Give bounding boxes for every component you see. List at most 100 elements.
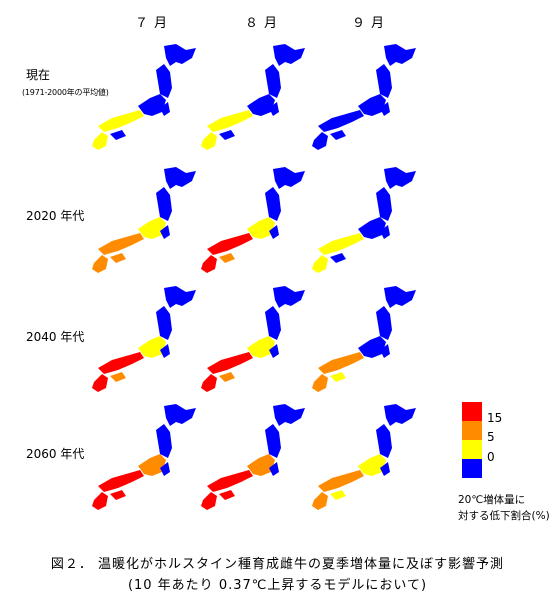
region-tohoku bbox=[265, 187, 281, 221]
column-header-august: ８月 bbox=[245, 16, 284, 31]
map-current-august bbox=[201, 44, 305, 150]
region-hokkaido bbox=[384, 404, 416, 426]
region-tohoku bbox=[376, 187, 392, 221]
region-tohoku bbox=[265, 306, 281, 340]
map-2040s-july bbox=[92, 286, 196, 392]
region-western-honshu bbox=[207, 233, 253, 255]
region-kanto bbox=[160, 102, 170, 116]
region-hokkaido bbox=[384, 44, 416, 66]
region-central-honshu bbox=[358, 336, 386, 358]
region-western-honshu bbox=[318, 352, 364, 374]
region-kyushu bbox=[312, 255, 328, 273]
region-tohoku bbox=[265, 64, 281, 98]
row-label-2020s: 2020 年代 bbox=[26, 209, 85, 223]
region-hokkaido bbox=[273, 404, 305, 426]
region-tohoku bbox=[156, 306, 172, 340]
legend-caption-line2: 対する低下割合(%) bbox=[458, 510, 550, 522]
region-kanto bbox=[380, 344, 390, 358]
region-western-honshu bbox=[98, 352, 144, 374]
region-central-honshu bbox=[358, 454, 386, 476]
map-2040s-august bbox=[201, 286, 305, 392]
region-kanto bbox=[380, 102, 390, 116]
map-2060s-july bbox=[92, 404, 196, 510]
region-western-honshu bbox=[318, 110, 364, 132]
region-shikoku bbox=[330, 253, 346, 263]
region-shikoku bbox=[110, 130, 126, 140]
region-tohoku bbox=[376, 306, 392, 340]
region-central-honshu bbox=[358, 217, 386, 239]
region-tohoku bbox=[376, 64, 392, 98]
region-central-honshu bbox=[138, 94, 166, 116]
legend-caption-line1: 20℃増体量に bbox=[458, 494, 526, 506]
region-kanto bbox=[160, 344, 170, 358]
region-kyushu bbox=[201, 492, 217, 510]
row-label-2040s: 2040 年代 bbox=[26, 330, 85, 344]
region-western-honshu bbox=[98, 110, 144, 132]
region-central-honshu bbox=[138, 454, 166, 476]
map-2020s-september bbox=[312, 167, 416, 273]
region-central-honshu bbox=[247, 454, 275, 476]
region-kanto bbox=[269, 344, 279, 358]
region-shikoku bbox=[110, 253, 126, 263]
region-kyushu bbox=[201, 374, 217, 392]
legend-swatch-yellow bbox=[462, 440, 482, 459]
region-western-honshu bbox=[98, 233, 144, 255]
region-hokkaido bbox=[384, 167, 416, 189]
legend-tick-0: 0 bbox=[487, 450, 495, 464]
region-western-honshu bbox=[207, 110, 253, 132]
region-central-honshu bbox=[247, 94, 275, 116]
map-2060s-september bbox=[312, 404, 416, 510]
region-western-honshu bbox=[207, 352, 253, 374]
region-tohoku bbox=[156, 424, 172, 458]
region-kyushu bbox=[312, 132, 328, 150]
region-central-honshu bbox=[247, 336, 275, 358]
map-2040s-september bbox=[312, 286, 416, 392]
region-hokkaido bbox=[273, 167, 305, 189]
region-hokkaido bbox=[273, 44, 305, 66]
legend-swatch-orange bbox=[462, 421, 482, 440]
region-central-honshu bbox=[247, 217, 275, 239]
figure-caption-title: 図２． 温暖化がホルスタイン種育成雌牛の夏季増体量に及ぼす影響予測 bbox=[50, 557, 505, 572]
region-western-honshu bbox=[318, 233, 364, 255]
column-header-september: ９月 bbox=[352, 16, 391, 31]
region-kanto bbox=[380, 225, 390, 239]
region-shikoku bbox=[219, 253, 235, 263]
region-shikoku bbox=[219, 130, 235, 140]
map-2020s-august bbox=[201, 167, 305, 273]
map-current-july bbox=[92, 44, 196, 150]
region-kyushu bbox=[92, 132, 108, 150]
region-kyushu bbox=[201, 255, 217, 273]
figure-caption-note: (10 年あたり 0.37℃上昇するモデルにおいて) bbox=[127, 578, 428, 593]
legend-tick-15: 15 bbox=[487, 411, 503, 425]
region-central-honshu bbox=[138, 336, 166, 358]
legend-tick-5: 5 bbox=[487, 430, 495, 444]
column-header-july: ７月 bbox=[135, 16, 174, 31]
region-shikoku bbox=[219, 372, 235, 382]
region-shikoku bbox=[219, 490, 235, 500]
region-hokkaido bbox=[164, 286, 196, 308]
region-central-honshu bbox=[358, 94, 386, 116]
region-shikoku bbox=[330, 372, 346, 382]
region-shikoku bbox=[330, 490, 346, 500]
region-kanto bbox=[380, 462, 390, 476]
region-kyushu bbox=[92, 255, 108, 273]
region-shikoku bbox=[110, 490, 126, 500]
region-kanto bbox=[269, 225, 279, 239]
map-2060s-august bbox=[201, 404, 305, 510]
region-hokkaido bbox=[164, 44, 196, 66]
region-hokkaido bbox=[384, 286, 416, 308]
region-shikoku bbox=[330, 130, 346, 140]
region-hokkaido bbox=[164, 167, 196, 189]
legend-swatch-red bbox=[462, 402, 482, 421]
region-kanto bbox=[269, 102, 279, 116]
region-kyushu bbox=[201, 132, 217, 150]
region-kyushu bbox=[92, 374, 108, 392]
region-western-honshu bbox=[207, 470, 253, 492]
region-kyushu bbox=[312, 492, 328, 510]
map-2020s-july bbox=[92, 167, 196, 273]
legend-swatch-blue bbox=[462, 459, 482, 478]
region-western-honshu bbox=[98, 470, 144, 492]
row-sublabel-current: (1971-2000年の平均値) bbox=[22, 88, 109, 97]
region-hokkaido bbox=[273, 286, 305, 308]
region-central-honshu bbox=[138, 217, 166, 239]
